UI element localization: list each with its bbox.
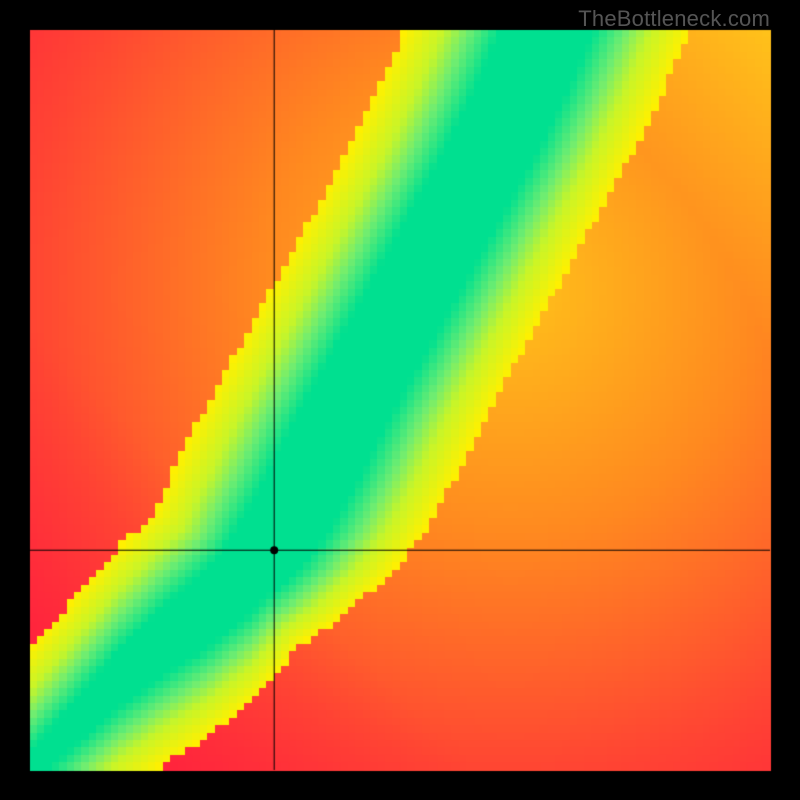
heatmap-canvas [0, 0, 800, 800]
watermark-text: TheBottleneck.com [578, 6, 770, 32]
